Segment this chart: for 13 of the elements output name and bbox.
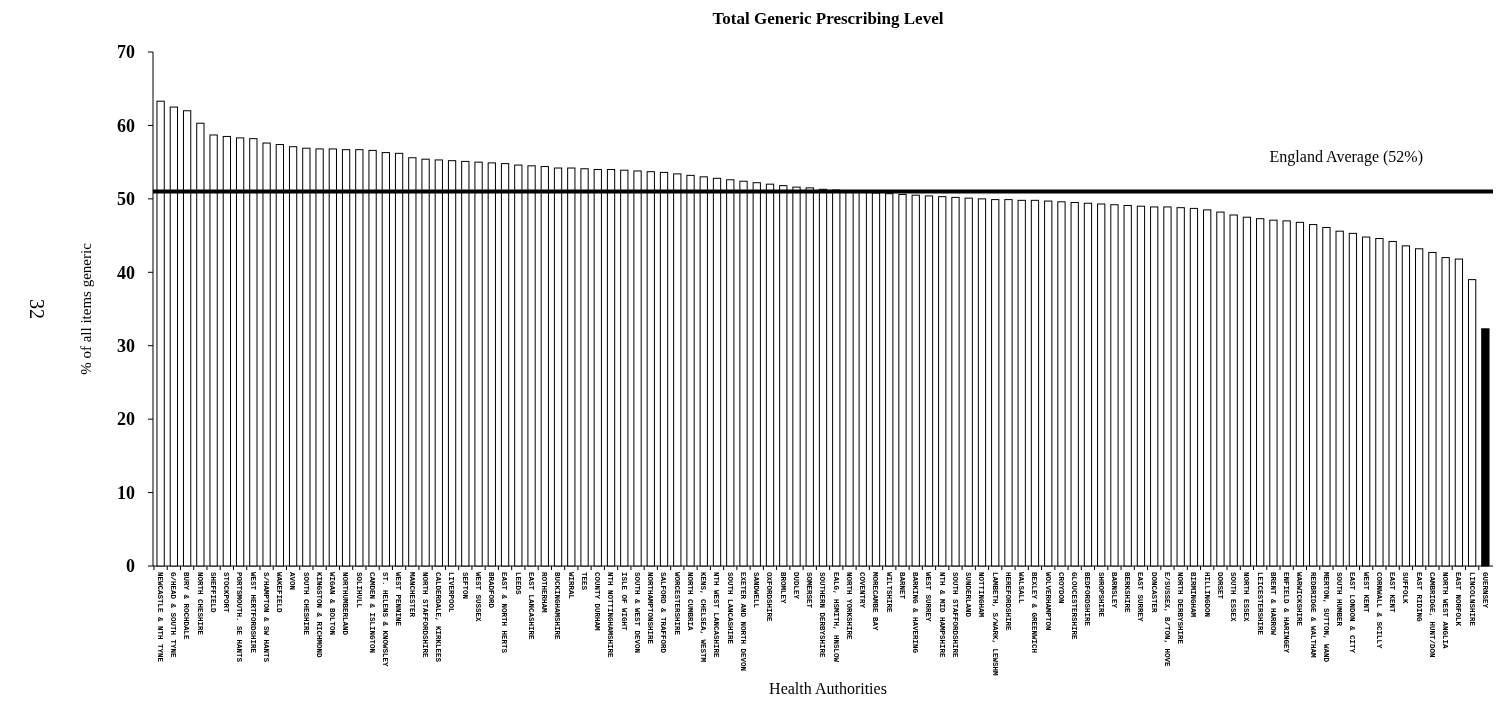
y-tick-label: 70 [117, 42, 135, 63]
y-tick-label: 20 [117, 409, 135, 430]
y-axis-title: % of all items generic [78, 242, 94, 375]
y-tick-label: 40 [117, 262, 135, 283]
y-tick-label: 50 [117, 189, 135, 210]
ref-line-label: England Average (52%) [1269, 147, 1423, 166]
y-tick-label: 60 [117, 115, 135, 136]
y-tick-label: 30 [117, 336, 135, 357]
x-axis-title: Health Authorities [769, 680, 887, 697]
y-tick-label: 10 [117, 482, 135, 503]
chart-title: Total Generic Prescribing Level [712, 9, 944, 28]
text: 32 [26, 299, 48, 319]
y-tick-label: 0 [126, 556, 135, 577]
